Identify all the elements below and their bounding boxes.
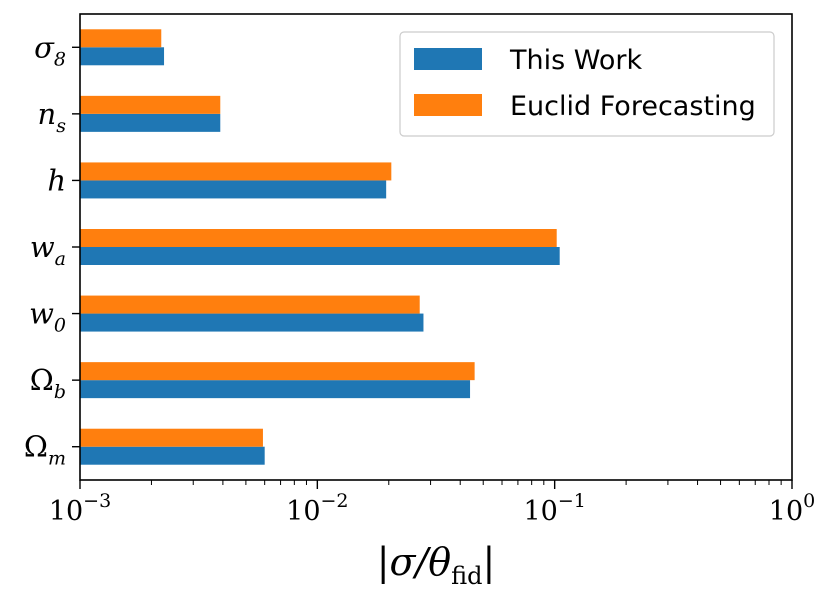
bar-euclid-4 — [80, 162, 392, 181]
category-label-1: Ωb — [30, 363, 66, 403]
x-tick-base: 10 — [523, 496, 557, 527]
category-base: Ω — [24, 430, 48, 464]
x-tick-exp: 0 — [803, 490, 815, 512]
category-sub: a — [55, 248, 66, 270]
category-base: w — [29, 297, 54, 331]
legend: This Work Euclid Forecasting — [399, 31, 775, 137]
x-tick-exp: −2 — [321, 490, 349, 512]
bar-euclid-5 — [80, 95, 221, 114]
legend-label-euclid: Euclid Forecasting — [510, 91, 756, 122]
x-tick-exp: −3 — [83, 490, 111, 512]
x-tick-base: 10 — [769, 496, 803, 527]
x-ticks: 10−3 10−2 10−1 100 — [49, 480, 815, 527]
category-label-4: h — [47, 163, 66, 197]
bar-euclid-6 — [80, 29, 162, 48]
legend-label-this-work: This Work — [509, 45, 642, 76]
x-tick-label: 10−2 — [286, 490, 348, 527]
x-tick-label: 10−1 — [523, 490, 585, 527]
bar-this-work-6 — [80, 47, 165, 66]
category-label-3: wa — [30, 230, 66, 270]
bar-this-work-0 — [80, 446, 265, 465]
category-label-2: w0 — [29, 297, 66, 337]
bar-euclid-0 — [80, 428, 263, 447]
category-label-5: ns — [38, 97, 67, 137]
category-sub: m — [48, 448, 66, 470]
bar-euclid-2 — [80, 295, 420, 314]
category-label-0: Ωm — [24, 430, 66, 470]
x-axis-label-sub: fid — [451, 562, 482, 590]
category-sub: s — [56, 115, 66, 137]
bar-euclid-1 — [80, 362, 475, 381]
x-tick-label: 100 — [769, 490, 815, 527]
category-base: σ — [34, 30, 55, 64]
bars-group — [80, 29, 560, 465]
bar-this-work-4 — [80, 180, 387, 199]
bar-euclid-3 — [80, 229, 557, 247]
category-label-6: σ8 — [34, 30, 66, 70]
x-tick-exp: −1 — [558, 490, 586, 512]
category-sub: 0 — [54, 315, 66, 337]
x-tick-base: 10 — [286, 496, 320, 527]
x-tick-base: 10 — [49, 496, 83, 527]
x-axis-label: |σ/θfid| — [377, 540, 496, 590]
bar-this-work-5 — [80, 113, 221, 132]
category-base: Ω — [30, 363, 54, 397]
x-tick-label: 10−3 — [49, 490, 111, 527]
legend-frame — [399, 31, 775, 137]
bar-this-work-2 — [80, 313, 424, 332]
bar-this-work-3 — [80, 247, 560, 265]
bar-this-work-1 — [80, 380, 471, 399]
category-sub: b — [54, 381, 66, 403]
category-base: h — [47, 163, 66, 197]
x-axis-label-post: | — [483, 540, 496, 584]
category-sub: 8 — [54, 48, 66, 70]
x-axis-label-main: |σ/θ — [377, 540, 452, 584]
category-base: w — [30, 230, 55, 264]
category-base: n — [38, 97, 57, 131]
legend-swatch-this-work — [414, 48, 482, 70]
legend-swatch-euclid — [414, 94, 482, 116]
